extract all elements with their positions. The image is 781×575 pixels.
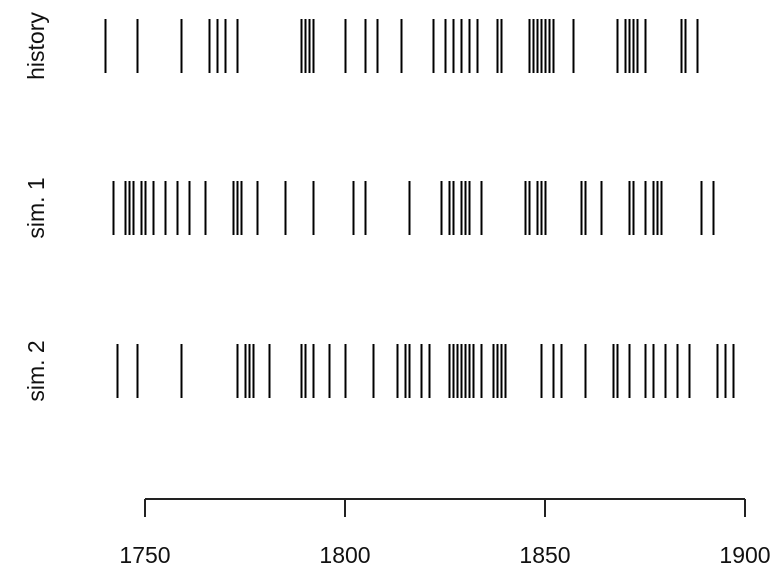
event-row: sim. 2 [23, 340, 735, 402]
row-label: history [23, 12, 49, 80]
x-tick-label: 1850 [519, 542, 570, 568]
row-label: sim. 1 [23, 177, 49, 238]
event-row: sim. 1 [23, 177, 715, 239]
x-axis: 1750 1800 1850 1900 [119, 498, 771, 568]
event-rows: history sim. 1 sim. 2 [23, 12, 735, 402]
x-tick-label: 1750 [119, 542, 170, 568]
event-row: history [23, 12, 699, 80]
x-tick-label: 1900 [719, 542, 770, 568]
x-tick-label: 1800 [319, 542, 370, 568]
row-label: sim. 2 [23, 340, 49, 401]
